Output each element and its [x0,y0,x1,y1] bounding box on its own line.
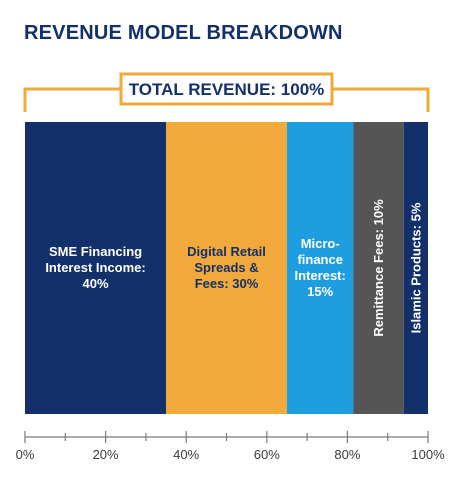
segment-label-1: Digital Retail Spreads & Fees: 30% [187,244,266,291]
segment-label-3: Remittance Fees: 10% [371,199,386,337]
segment-label-0: SME Financing Interest Income: 40% [45,244,145,291]
total-bracket: TOTAL REVENUE: 100% [23,72,430,112]
segment-label-4: Islamic Products: 5% [408,202,423,333]
x-tick-label-100: 100% [411,447,445,462]
total-label-box [119,72,334,106]
x-tick-label-60: 60% [254,447,280,462]
bar-segment-4 [403,122,428,414]
x-axis: 0% 20% 40% 60% 80% 100% [16,431,445,462]
bar-segments [25,122,428,414]
x-tick-label-0: 0% [16,447,35,462]
x-tick-label-40: 40% [173,447,199,462]
bracket-right [332,87,430,112]
bar-segment-2 [286,122,354,414]
x-tick-label-80: 80% [334,447,360,462]
x-tick-label-20: 20% [93,447,119,462]
bar-segment-0 [25,122,167,414]
chart-title: REVENUE MODEL BREAKDOWN [24,22,343,44]
segment-labels: SME Financing Interest Income: 40% Digital … [45,199,423,337]
bracket-left [23,87,121,112]
bar-segment-1 [166,122,287,414]
segment-label-2: Micro-finance Interest: 15% [295,236,346,299]
bar-segment-3 [353,122,404,414]
total-revenue-label: TOTAL REVENUE: 100% [129,80,325,99]
